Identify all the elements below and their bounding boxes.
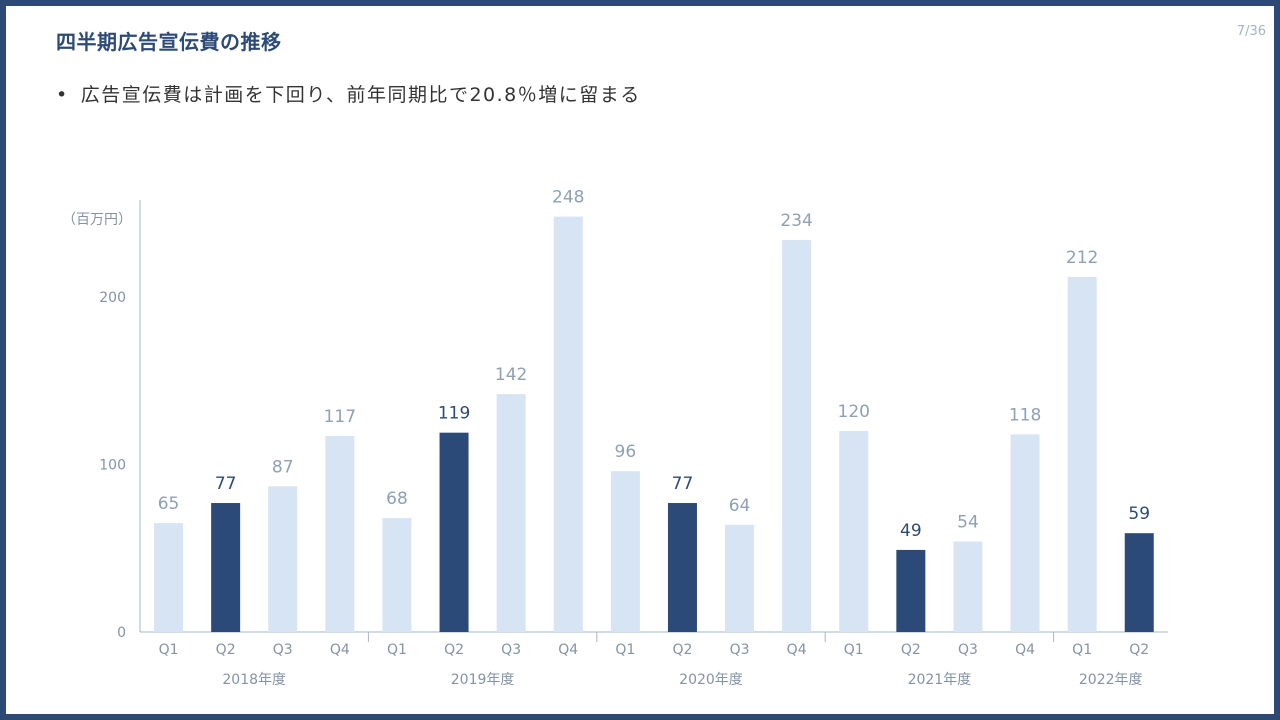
x-group-label: 2018年度 xyxy=(222,672,286,688)
x-group-label: 2019年度 xyxy=(451,672,515,688)
x-tick-label: Q1 xyxy=(615,642,635,658)
bullet-marker: • xyxy=(56,84,69,106)
y-tick-label: 200 xyxy=(99,290,126,306)
x-tick-label: Q3 xyxy=(958,642,978,658)
x-tick-label: Q3 xyxy=(273,642,293,658)
x-tick-label: Q4 xyxy=(1015,642,1035,658)
bar xyxy=(154,523,184,632)
x-tick-label: Q2 xyxy=(1129,642,1149,658)
x-tick-label: Q4 xyxy=(558,642,578,658)
x-tick-label: Q1 xyxy=(159,642,179,658)
bar xyxy=(211,503,241,632)
data-label: 119 xyxy=(438,404,470,424)
x-tick-label: Q1 xyxy=(387,642,407,658)
data-label: 118 xyxy=(1009,405,1041,425)
data-label: 59 xyxy=(1128,504,1150,524)
bar xyxy=(382,518,412,632)
x-tick-label: Q4 xyxy=(787,642,807,658)
data-label: 77 xyxy=(215,474,237,494)
data-label: 234 xyxy=(780,211,812,231)
x-tick-label: Q3 xyxy=(730,642,750,658)
x-group-label: 2020年度 xyxy=(679,672,743,688)
bar xyxy=(553,216,583,632)
x-tick-label: Q2 xyxy=(216,642,236,658)
bar xyxy=(953,541,983,632)
data-label: 212 xyxy=(1066,248,1098,268)
page-number: 7/36 xyxy=(1236,24,1266,39)
bar xyxy=(782,240,812,633)
x-tick-label: Q1 xyxy=(1072,642,1092,658)
bullet-point: • 広告宣伝費は計画を下回り、前年同期比で20.8％増に留まる xyxy=(56,80,641,107)
bar xyxy=(839,431,869,632)
data-label: 54 xyxy=(957,513,979,533)
bar xyxy=(1124,533,1154,632)
bar xyxy=(667,503,697,632)
data-label: 49 xyxy=(900,521,922,541)
x-tick-label: Q1 xyxy=(844,642,864,658)
bar xyxy=(610,471,640,632)
bar xyxy=(325,436,355,632)
x-tick-label: Q2 xyxy=(672,642,692,658)
data-label: 142 xyxy=(495,365,527,385)
data-label: 64 xyxy=(729,496,751,516)
bar xyxy=(268,486,298,632)
x-tick-label: Q2 xyxy=(901,642,921,658)
y-tick-label: 100 xyxy=(99,458,126,474)
data-label: 87 xyxy=(272,457,294,477)
bullet-text: 広告宣伝費は計画を下回り、前年同期比で20.8％増に留まる xyxy=(80,84,641,106)
x-group-label: 2022年度 xyxy=(1079,672,1143,688)
bar xyxy=(1010,434,1040,632)
data-label: 68 xyxy=(386,489,408,509)
bar xyxy=(439,432,469,632)
x-tick-label: Q3 xyxy=(501,642,521,658)
page-title: 四半期広告宣伝費の推移 xyxy=(56,30,282,54)
data-label: 65 xyxy=(158,494,180,514)
data-label: 77 xyxy=(672,474,694,494)
x-tick-label: Q2 xyxy=(444,642,464,658)
bar xyxy=(1067,276,1097,632)
data-label: 96 xyxy=(615,442,637,462)
x-tick-label: Q4 xyxy=(330,642,350,658)
y-unit-label: （百万円） xyxy=(62,212,132,228)
bar xyxy=(896,549,926,632)
bar xyxy=(496,394,526,632)
data-label: 120 xyxy=(838,402,870,422)
bar xyxy=(725,524,755,632)
y-tick-label: 0 xyxy=(117,625,126,641)
data-label: 117 xyxy=(324,407,356,427)
data-label: 248 xyxy=(552,188,584,208)
x-group-label: 2021年度 xyxy=(908,672,972,688)
